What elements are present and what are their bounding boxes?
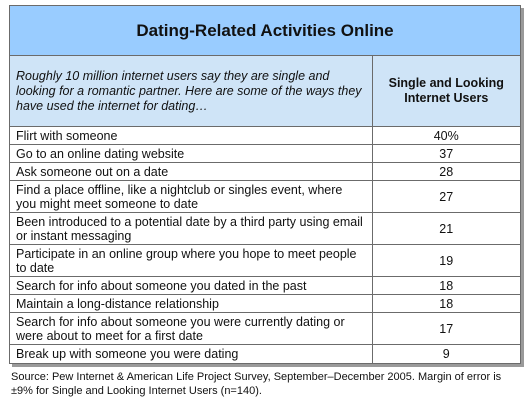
table-row: Go to an online dating website 37 (10, 144, 520, 163)
value-cell: 9 (371, 344, 520, 363)
table-row: Search for info about someone you were c… (10, 312, 520, 345)
value-cell: 21 (371, 212, 520, 245)
activity-cell: Maintain a long-distance relationship (10, 294, 373, 313)
source-note: Source: Pew Internet & American Life Pro… (11, 370, 502, 397)
table-title: Dating-Related Activities Online (10, 6, 520, 56)
activity-cell: Search for info about someone you dated … (10, 276, 373, 295)
activity-cell: Find a place offline, like a nightclub o… (10, 180, 373, 213)
data-table: Roughly 10 million internet users say th… (10, 56, 520, 363)
value-cell: 17 (371, 312, 520, 345)
intro-cell: Roughly 10 million internet users say th… (10, 56, 373, 127)
table-row: Maintain a long-distance relationship 18 (10, 294, 520, 313)
table-header-row: Roughly 10 million internet users say th… (10, 56, 520, 127)
value-cell: 28 (371, 162, 520, 181)
table-row: Break up with someone you were dating 9 (10, 344, 520, 363)
column-header-cell: Single and Looking Internet Users (371, 56, 520, 127)
table-row: Been introduced to a potential date by a… (10, 212, 520, 245)
table-row: Find a place offline, like a nightclub o… (10, 180, 520, 213)
value-cell: 37 (371, 144, 520, 163)
value-cell: 18 (371, 276, 520, 295)
document: Dating-Related Activities Online Roughly… (9, 5, 521, 398)
value-cell: 27 (371, 180, 520, 213)
value-cell: 18 (371, 294, 520, 313)
activity-cell: Go to an online dating website (10, 144, 373, 163)
table-row: Search for info about someone you dated … (10, 276, 520, 295)
column-header: Single and Looking Internet Users (388, 76, 504, 105)
value-cell: 40% (371, 126, 520, 145)
table-frame: Dating-Related Activities Online Roughly… (9, 5, 521, 364)
table-row: Flirt with someone 40% (10, 126, 520, 145)
intro-text: Roughly 10 million internet users say th… (16, 68, 362, 113)
activity-cell: Break up with someone you were dating (10, 344, 373, 363)
value-cell: 19 (371, 244, 520, 277)
table-row: Ask someone out on a date 28 (10, 162, 520, 181)
activity-cell: Search for info about someone you were c… (10, 312, 373, 345)
activity-cell: Flirt with someone (10, 126, 373, 145)
activity-cell: Participate in an online group where you… (10, 244, 373, 277)
table-row: Participate in an online group where you… (10, 244, 520, 277)
activity-cell: Ask someone out on a date (10, 162, 373, 181)
activity-cell: Been introduced to a potential date by a… (10, 212, 373, 245)
